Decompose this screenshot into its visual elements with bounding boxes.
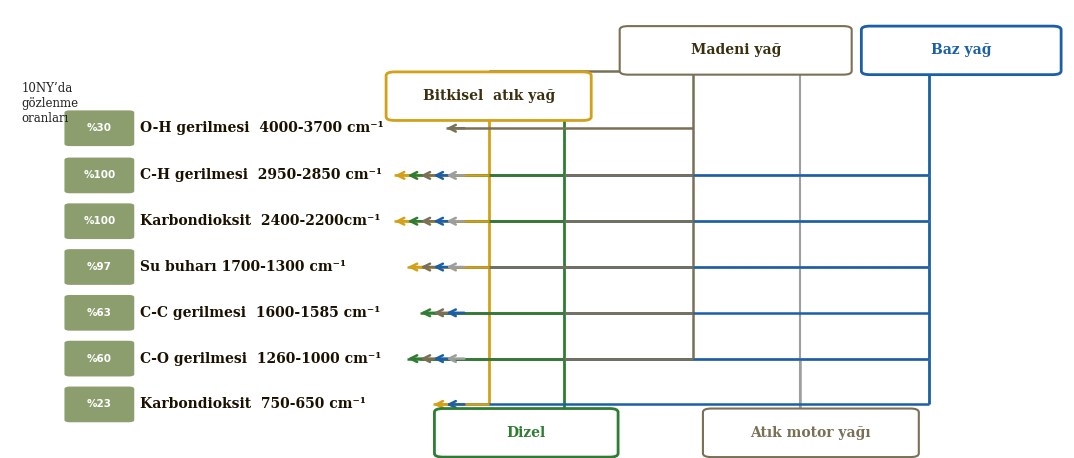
Text: Bitkisel  atık yağ: Bitkisel atık yağ (422, 89, 555, 103)
Text: 10NY’da
gözlenme
oranları: 10NY’da gözlenme oranları (21, 82, 78, 125)
FancyBboxPatch shape (64, 203, 134, 239)
Text: Karbondioksit  2400-2200cm⁻¹: Karbondioksit 2400-2200cm⁻¹ (140, 214, 380, 228)
Text: %63: %63 (87, 308, 112, 318)
Text: Su buharı 1700-1300 cm⁻¹: Su buharı 1700-1300 cm⁻¹ (140, 260, 346, 274)
FancyBboxPatch shape (64, 110, 134, 146)
Text: C-H gerilmesi  2950-2850 cm⁻¹: C-H gerilmesi 2950-2850 cm⁻¹ (140, 169, 381, 182)
Text: Dizel: Dizel (507, 426, 546, 440)
FancyBboxPatch shape (861, 26, 1061, 75)
FancyBboxPatch shape (620, 26, 852, 75)
FancyBboxPatch shape (64, 158, 134, 193)
Text: %23: %23 (87, 399, 112, 409)
Text: Karbondioksit  750-650 cm⁻¹: Karbondioksit 750-650 cm⁻¹ (140, 398, 365, 411)
FancyBboxPatch shape (64, 387, 134, 422)
Text: O-H gerilmesi  4000-3700 cm⁻¹: O-H gerilmesi 4000-3700 cm⁻¹ (140, 121, 383, 135)
Text: Atık motor yağı: Atık motor yağı (751, 426, 871, 440)
FancyBboxPatch shape (434, 409, 618, 457)
FancyBboxPatch shape (64, 295, 134, 331)
Text: Baz yağ: Baz yağ (931, 44, 991, 57)
Text: %100: %100 (83, 216, 116, 226)
Text: C-C gerilmesi  1600-1585 cm⁻¹: C-C gerilmesi 1600-1585 cm⁻¹ (140, 306, 380, 320)
Text: %30: %30 (87, 123, 112, 133)
Text: Madeni yağ: Madeni yağ (691, 44, 781, 57)
FancyBboxPatch shape (702, 409, 918, 457)
Text: C-O gerilmesi  1260-1000 cm⁻¹: C-O gerilmesi 1260-1000 cm⁻¹ (140, 352, 381, 365)
Text: %97: %97 (87, 262, 112, 272)
Text: %100: %100 (83, 170, 116, 180)
Text: %60: %60 (87, 354, 112, 364)
FancyBboxPatch shape (387, 72, 591, 120)
FancyBboxPatch shape (64, 341, 134, 376)
FancyBboxPatch shape (64, 249, 134, 285)
